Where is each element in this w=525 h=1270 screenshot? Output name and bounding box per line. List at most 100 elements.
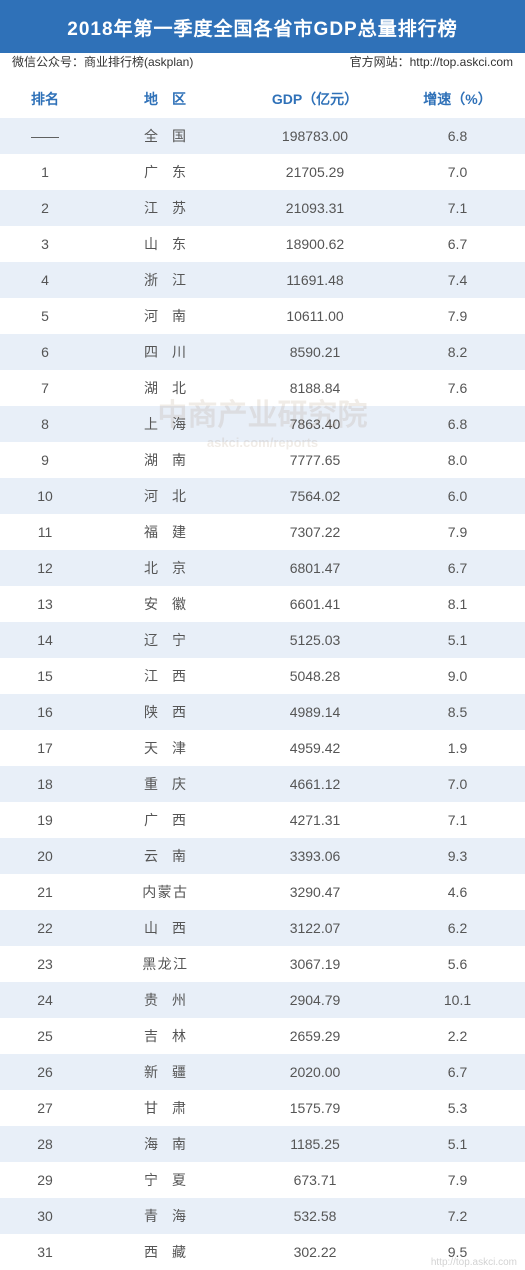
cell-gdp: 673.71 bbox=[240, 1162, 390, 1198]
cell-gdp: 2659.29 bbox=[240, 1018, 390, 1054]
table-row: 1广 东21705.297.0 bbox=[0, 154, 525, 190]
cell-growth: 8.5 bbox=[390, 694, 525, 730]
cell-growth: 10.1 bbox=[390, 982, 525, 1018]
table-row: 23黑龙江3067.195.6 bbox=[0, 946, 525, 982]
cell-rank: 19 bbox=[0, 802, 90, 838]
cell-region: 湖 南 bbox=[90, 442, 240, 478]
subtitle-left: 微信公众号：商业排行榜(askplan) bbox=[12, 53, 193, 70]
cell-gdp: 11691.48 bbox=[240, 262, 390, 298]
col-header-region: 地 区 bbox=[90, 80, 240, 118]
table-row: 15江 西5048.289.0 bbox=[0, 658, 525, 694]
cell-region: 青 海 bbox=[90, 1198, 240, 1234]
cell-growth: 7.9 bbox=[390, 298, 525, 334]
cell-gdp: 532.58 bbox=[240, 1198, 390, 1234]
table-row: 17天 津4959.421.9 bbox=[0, 730, 525, 766]
cell-growth: 7.1 bbox=[390, 802, 525, 838]
cell-region: 陕 西 bbox=[90, 694, 240, 730]
title-bar: 2018年第一季度全国各省市GDP总量排行榜 bbox=[0, 0, 525, 53]
cell-gdp: 8590.21 bbox=[240, 334, 390, 370]
cell-gdp: 7307.22 bbox=[240, 514, 390, 550]
cell-rank: —— bbox=[0, 118, 90, 154]
cell-region: 新 疆 bbox=[90, 1054, 240, 1090]
table-row: 8上 海7863.406.8 bbox=[0, 406, 525, 442]
cell-region: 宁 夏 bbox=[90, 1162, 240, 1198]
cell-gdp: 4661.12 bbox=[240, 766, 390, 802]
cell-region: 四 川 bbox=[90, 334, 240, 370]
cell-rank: 1 bbox=[0, 154, 90, 190]
cell-growth: 7.9 bbox=[390, 1162, 525, 1198]
cell-region: 甘 肃 bbox=[90, 1090, 240, 1126]
cell-growth: 4.6 bbox=[390, 874, 525, 910]
cell-growth: 6.7 bbox=[390, 226, 525, 262]
table-row: 31西 藏302.229.5 bbox=[0, 1234, 525, 1270]
table-row: 25吉 林2659.292.2 bbox=[0, 1018, 525, 1054]
cell-region: 福 建 bbox=[90, 514, 240, 550]
cell-growth: 6.2 bbox=[390, 910, 525, 946]
cell-gdp: 5048.28 bbox=[240, 658, 390, 694]
cell-gdp: 3067.19 bbox=[240, 946, 390, 982]
cell-growth: 8.1 bbox=[390, 586, 525, 622]
cell-gdp: 302.22 bbox=[240, 1234, 390, 1270]
cell-rank: 28 bbox=[0, 1126, 90, 1162]
cell-rank: 13 bbox=[0, 586, 90, 622]
table-row: 10河 北7564.026.0 bbox=[0, 478, 525, 514]
cell-gdp: 8188.84 bbox=[240, 370, 390, 406]
table-row: 24贵 州2904.7910.1 bbox=[0, 982, 525, 1018]
cell-growth: 9.3 bbox=[390, 838, 525, 874]
cell-region: 北 京 bbox=[90, 550, 240, 586]
cell-gdp: 1575.79 bbox=[240, 1090, 390, 1126]
cell-rank: 5 bbox=[0, 298, 90, 334]
cell-region: 河 南 bbox=[90, 298, 240, 334]
cell-growth: 7.9 bbox=[390, 514, 525, 550]
cell-gdp: 18900.62 bbox=[240, 226, 390, 262]
cell-rank: 31 bbox=[0, 1234, 90, 1270]
cell-rank: 11 bbox=[0, 514, 90, 550]
cell-rank: 24 bbox=[0, 982, 90, 1018]
table-row: 20云 南3393.069.3 bbox=[0, 838, 525, 874]
cell-rank: 16 bbox=[0, 694, 90, 730]
table-row: 9湖 南7777.658.0 bbox=[0, 442, 525, 478]
cell-growth: 6.0 bbox=[390, 478, 525, 514]
table-row: 14辽 宁5125.035.1 bbox=[0, 622, 525, 658]
cell-region: 吉 林 bbox=[90, 1018, 240, 1054]
cell-rank: 8 bbox=[0, 406, 90, 442]
table-row: 7湖 北8188.847.6 bbox=[0, 370, 525, 406]
cell-rank: 21 bbox=[0, 874, 90, 910]
table-row: 29宁 夏673.717.9 bbox=[0, 1162, 525, 1198]
cell-rank: 20 bbox=[0, 838, 90, 874]
cell-growth: 7.6 bbox=[390, 370, 525, 406]
cell-gdp: 4989.14 bbox=[240, 694, 390, 730]
cell-region: 江 西 bbox=[90, 658, 240, 694]
cell-rank: 2 bbox=[0, 190, 90, 226]
cell-region: 山 东 bbox=[90, 226, 240, 262]
cell-region: 广 西 bbox=[90, 802, 240, 838]
cell-rank: 12 bbox=[0, 550, 90, 586]
cell-growth: 1.9 bbox=[390, 730, 525, 766]
cell-growth: 7.1 bbox=[390, 190, 525, 226]
table-row: 19广 西4271.317.1 bbox=[0, 802, 525, 838]
cell-gdp: 2020.00 bbox=[240, 1054, 390, 1090]
cell-growth: 5.3 bbox=[390, 1090, 525, 1126]
cell-growth: 6.7 bbox=[390, 550, 525, 586]
cell-gdp: 2904.79 bbox=[240, 982, 390, 1018]
cell-rank: 27 bbox=[0, 1090, 90, 1126]
cell-rank: 15 bbox=[0, 658, 90, 694]
table-row: 11福 建7307.227.9 bbox=[0, 514, 525, 550]
table-row: 5河 南10611.007.9 bbox=[0, 298, 525, 334]
subtitle-bar: 微信公众号：商业排行榜(askplan) 官方网站：http://top.ask… bbox=[0, 53, 525, 80]
table-body: ——全 国198783.006.81广 东21705.297.02江 苏2109… bbox=[0, 118, 525, 1270]
cell-growth: 7.0 bbox=[390, 154, 525, 190]
cell-gdp: 7863.40 bbox=[240, 406, 390, 442]
cell-region: 西 藏 bbox=[90, 1234, 240, 1270]
cell-region: 辽 宁 bbox=[90, 622, 240, 658]
table-row: 6四 川8590.218.2 bbox=[0, 334, 525, 370]
cell-gdp: 7564.02 bbox=[240, 478, 390, 514]
cell-gdp: 21705.29 bbox=[240, 154, 390, 190]
cell-rank: 9 bbox=[0, 442, 90, 478]
cell-rank: 17 bbox=[0, 730, 90, 766]
cell-region: 全 国 bbox=[90, 118, 240, 154]
cell-rank: 18 bbox=[0, 766, 90, 802]
cell-rank: 7 bbox=[0, 370, 90, 406]
cell-rank: 6 bbox=[0, 334, 90, 370]
cell-rank: 14 bbox=[0, 622, 90, 658]
